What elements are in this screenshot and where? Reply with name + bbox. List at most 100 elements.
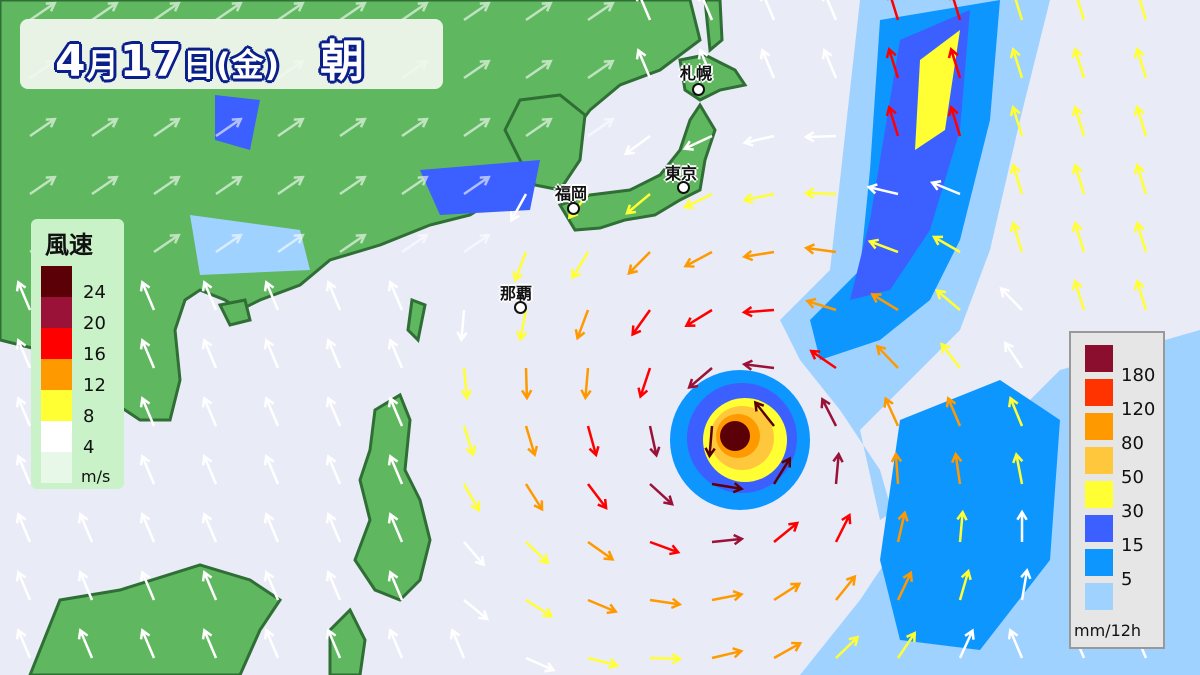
wind-arrow	[462, 425, 477, 457]
wind-arrow	[759, 48, 776, 79]
wind-arrow	[1020, 568, 1032, 601]
wind-arrow	[890, 451, 903, 485]
wind-arrow	[91, 1, 119, 22]
wind-arrow	[525, 541, 550, 565]
wind-arrow	[1133, 105, 1148, 137]
city-marker-tokyo	[677, 181, 690, 194]
wind-arrow	[1071, 279, 1086, 311]
wind-arrow	[587, 540, 615, 561]
wind-arrow	[29, 117, 57, 138]
wind-arrow	[587, 59, 615, 80]
wind-arrow	[885, 47, 900, 79]
wind-arrow	[742, 192, 775, 205]
wind-arrow	[1071, 221, 1086, 253]
day-suffix: 日	[182, 46, 216, 84]
wind-arrow	[463, 233, 491, 254]
wind-arrow	[153, 117, 181, 138]
wind-arrow	[587, 656, 620, 670]
wind-arrow	[1007, 396, 1024, 427]
wind-arrow	[697, 0, 714, 21]
wind-arrow	[339, 233, 367, 254]
wind-arrow	[215, 175, 243, 196]
wind-arrow	[139, 628, 156, 659]
wind-arrow	[574, 309, 590, 341]
wind-arrow	[139, 512, 156, 543]
wind-arrow	[277, 233, 305, 254]
wind-arrow	[571, 251, 590, 280]
wind-arrow	[741, 306, 775, 318]
rain-legend-swatch	[1085, 345, 1113, 372]
wind-arrow	[263, 628, 280, 659]
wind-arrow	[741, 249, 775, 262]
wind-arrow	[325, 454, 342, 485]
wind-arrow	[29, 175, 57, 196]
rain-legend-label: 15	[1121, 535, 1144, 556]
wind-arrow	[948, 0, 962, 21]
wind-arrow	[325, 338, 342, 369]
wind-arrow	[387, 280, 404, 311]
wind-arrow	[896, 570, 913, 601]
wind-arrow	[215, 1, 243, 22]
wind-arrow	[325, 280, 342, 311]
wind-arrow	[524, 483, 544, 512]
wind-arrow	[263, 396, 280, 427]
wind-arrow	[627, 251, 651, 276]
rain-legend-swatch	[1085, 447, 1113, 474]
wind-arrow	[773, 582, 802, 602]
wind-arrow	[77, 628, 94, 659]
wind-arrow	[139, 396, 156, 427]
wind-arrow	[1071, 105, 1086, 137]
wind-arrow	[277, 117, 305, 138]
wind-arrow	[215, 233, 243, 254]
rain-legend-swatch	[1085, 549, 1113, 576]
wind-arrow	[91, 175, 119, 196]
wind-arrow	[15, 338, 32, 369]
wind-arrow	[1134, 0, 1148, 21]
city-marker-fukuoka	[567, 202, 580, 215]
wind-arrow	[742, 134, 775, 147]
wind-arrow	[521, 367, 533, 401]
time-of-day: 朝	[320, 36, 366, 87]
wind-arrow	[886, 0, 900, 21]
rain-legend-swatch	[1085, 379, 1113, 406]
wind-arrow	[29, 1, 57, 22]
wind-arrow	[401, 175, 429, 196]
wind-arrow	[648, 425, 661, 458]
wind-arrow	[401, 117, 429, 138]
wind-arrow	[773, 641, 803, 660]
wind-arrow	[805, 297, 837, 312]
wind-arrow	[139, 570, 156, 601]
wind-arrow	[401, 1, 429, 22]
wind-arrow	[1071, 163, 1086, 195]
wind-arrow	[999, 286, 1023, 311]
wind-arrow	[835, 635, 860, 659]
wind-legend-swatch	[41, 421, 72, 452]
wind-arrow	[625, 193, 651, 215]
wind-arrow	[956, 509, 968, 543]
wind-arrow	[325, 570, 342, 601]
wind-arrow	[462, 483, 481, 513]
wind-arrows	[15, 0, 1148, 673]
wind-legend-swatch	[41, 390, 72, 421]
month: 4	[55, 36, 87, 87]
wind-arrow	[463, 1, 491, 22]
wind-arrow	[623, 134, 651, 156]
wind-arrow	[1010, 0, 1024, 21]
wind-arrow	[867, 238, 899, 254]
wind-arrow	[277, 1, 305, 22]
wind-arrow	[711, 647, 744, 660]
wind-arrow	[449, 628, 466, 659]
borneo	[28, 563, 283, 675]
wind-arrow	[201, 628, 218, 659]
wind-arrow	[885, 105, 900, 137]
wind-arrow	[1133, 163, 1148, 195]
land	[0, 0, 748, 675]
wind-arrow	[821, 48, 838, 79]
wind-arrow	[929, 180, 961, 196]
rain-legend-label: 180	[1121, 365, 1156, 386]
wind-arrow	[387, 454, 404, 485]
wind-arrow	[883, 396, 900, 427]
hainan	[217, 298, 252, 327]
wind-arrow	[463, 599, 490, 621]
